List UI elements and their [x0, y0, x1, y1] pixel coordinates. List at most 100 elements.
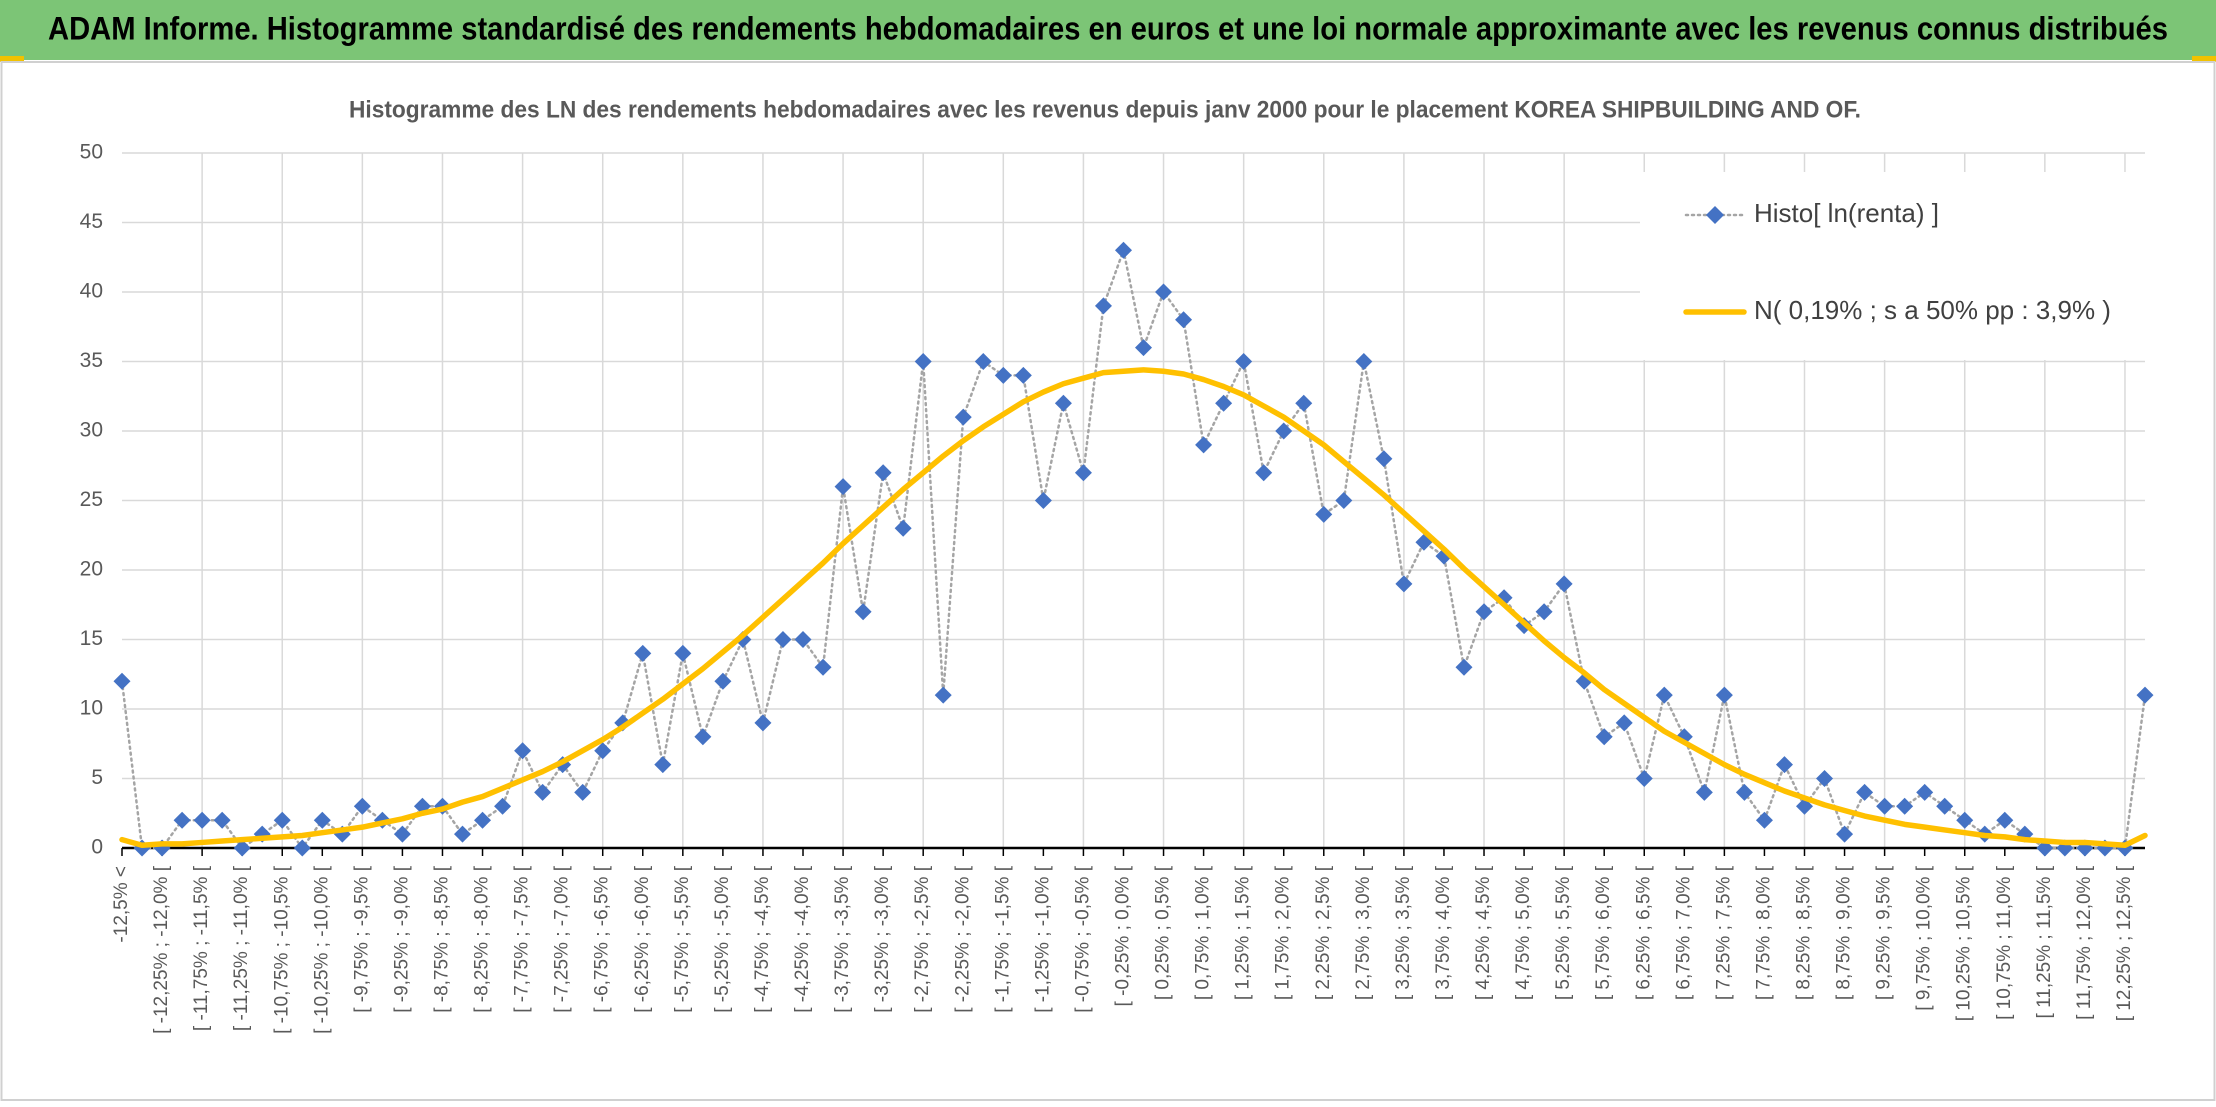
x-tick-label: [ 6,25% ; 6,5% [ — [1633, 865, 1654, 1000]
data-point — [1215, 394, 1233, 412]
data-point — [754, 714, 772, 732]
data-point — [914, 353, 932, 370]
legend-box — [1640, 172, 2148, 360]
data-point — [213, 811, 231, 829]
data-point — [313, 811, 331, 829]
data-point — [734, 631, 752, 648]
data-point — [273, 811, 291, 829]
x-tick-label: [ 5,25% ; 5,5% [ — [1553, 865, 1574, 1000]
data-point — [834, 478, 852, 496]
data-point — [1355, 353, 1373, 370]
x-tick-label: [ 7,25% ; 7,5% [ — [1713, 865, 1734, 1000]
data-point — [1916, 783, 1934, 801]
x-tick-label: [ -11,75% ; -11,5% [ — [191, 865, 212, 1031]
x-tick-label: [ 3,75% ; 4,0% [ — [1433, 865, 1454, 1000]
data-point — [1235, 353, 1253, 370]
data-point — [1595, 728, 1613, 746]
y-tick-label: 30 — [80, 419, 103, 442]
x-tick-label: [ -2,25% ; -2,0% [ — [952, 865, 973, 1013]
y-tick-label: 15 — [80, 627, 103, 650]
x-tick-label: [ 2,25% ; 2,5% [ — [1313, 865, 1334, 1000]
data-point — [1455, 658, 1473, 676]
data-point — [233, 839, 251, 857]
x-tick-label: [ -4,75% ; -4,5% [ — [752, 865, 773, 1013]
x-tick-label: [ 8,25% ; 8,5% [ — [1794, 865, 1815, 1000]
data-point — [1816, 770, 1834, 787]
legend-marker — [1706, 206, 1724, 224]
x-tick-label: [ 4,75% ; 5,0% [ — [1513, 865, 1534, 1000]
x-tick-label: [ -11,25% ; -11,0% [ — [231, 865, 252, 1031]
x-tick-label: [ -6,75% ; -6,5% [ — [592, 865, 613, 1013]
data-point — [1135, 339, 1153, 357]
x-tick-label: [ -3,25% ; -3,0% [ — [872, 865, 893, 1013]
x-tick-label: [ -3,75% ; -3,5% [ — [832, 865, 853, 1013]
x-tick-label: [ 6,75% ; 7,0% [ — [1673, 865, 1694, 1000]
x-tick-label: [ 1,25% ; 1,5% [ — [1233, 865, 1254, 1000]
data-point — [694, 728, 712, 746]
x-tick-label: [ -7,75% ; -7,5% [ — [512, 865, 533, 1013]
data-point — [594, 742, 612, 760]
y-tick-label: 35 — [80, 349, 103, 372]
x-tick-label: [ -10,75% ; -10,5% [ — [271, 865, 292, 1034]
data-point — [1635, 770, 1653, 787]
data-point — [2036, 839, 2054, 857]
data-point — [1295, 394, 1313, 412]
x-tick-label: [ -5,75% ; -5,5% [ — [672, 865, 693, 1013]
data-point — [1936, 797, 1954, 815]
y-tick-label: 20 — [80, 558, 103, 581]
x-tick-label: [ 5,75% ; 6,0% [ — [1593, 865, 1614, 1000]
data-point — [874, 464, 892, 482]
data-point — [1715, 686, 1733, 704]
x-tick-label: [ -0,25% ; 0,0% [ — [1113, 865, 1134, 1006]
data-point — [1074, 464, 1092, 482]
data-point — [1836, 825, 1854, 843]
data-point — [1014, 366, 1032, 384]
data-point — [954, 408, 972, 426]
legend-label: N( 0,19% ; s a 50% pp : 3,9% ) — [1754, 295, 2111, 325]
y-tick-label: 40 — [80, 280, 103, 303]
x-tick-label: [ -6,25% ; -6,0% [ — [632, 865, 653, 1013]
data-point — [654, 756, 672, 774]
x-tick-label: [ -1,25% ; -1,0% [ — [1032, 865, 1053, 1013]
corner-mark — [0, 56, 24, 62]
data-point — [1615, 714, 1633, 732]
data-point — [1775, 756, 1793, 774]
y-tick-label: 25 — [80, 488, 103, 511]
x-tick-label: [ -1,75% ; -1,5% [ — [992, 865, 1013, 1013]
data-point — [814, 658, 832, 676]
data-point — [1395, 575, 1413, 593]
data-point — [1956, 811, 1974, 829]
chart-frame — [0, 61, 2216, 1101]
data-point — [1876, 797, 1894, 815]
x-tick-label: [ 11,25% ; 11,5% [ — [2034, 865, 2055, 1018]
x-tick-label: [ 2,75% ; 3,0% [ — [1353, 865, 1374, 1000]
data-point — [934, 686, 952, 704]
data-point — [1275, 422, 1293, 440]
x-tick-label: [ -12,25% ; -12,0% [ — [151, 865, 172, 1034]
x-tick-label: -12,5% < — [111, 866, 132, 943]
data-point — [454, 825, 472, 843]
data-point — [1735, 783, 1753, 801]
y-tick-label: 10 — [80, 697, 103, 720]
x-tick-label: [ -4,25% ; -4,0% [ — [792, 865, 813, 1013]
corner-mark — [2192, 56, 2216, 62]
data-point — [774, 631, 792, 648]
x-tick-label: [ -7,25% ; -7,0% [ — [552, 865, 573, 1013]
x-tick-label: [ -0,75% ; -0,5% [ — [1072, 865, 1093, 1013]
data-point — [113, 672, 131, 690]
x-tick-label: [ 9,25% ; 9,5% [ — [1874, 865, 1895, 1000]
x-tick-label: [ 10,75% ; 11,0% [ — [1994, 865, 2015, 1020]
chart-title: ADAM Informe. Histogramme standardisé de… — [48, 10, 2168, 46]
title-bar — [0, 0, 2216, 60]
data-point — [1695, 783, 1713, 801]
data-point — [353, 797, 371, 815]
data-point — [1755, 811, 1773, 829]
x-tick-label: [ -8,75% ; -8,5% [ — [431, 865, 452, 1013]
data-point — [574, 783, 592, 801]
x-tick-label: [ 9,75% ; 10,0% [ — [1914, 865, 1935, 1010]
data-point — [474, 811, 492, 829]
data-point — [974, 353, 992, 370]
data-point — [534, 783, 552, 801]
x-tick-label: [ 0,25% ; 0,5% [ — [1153, 865, 1174, 1000]
